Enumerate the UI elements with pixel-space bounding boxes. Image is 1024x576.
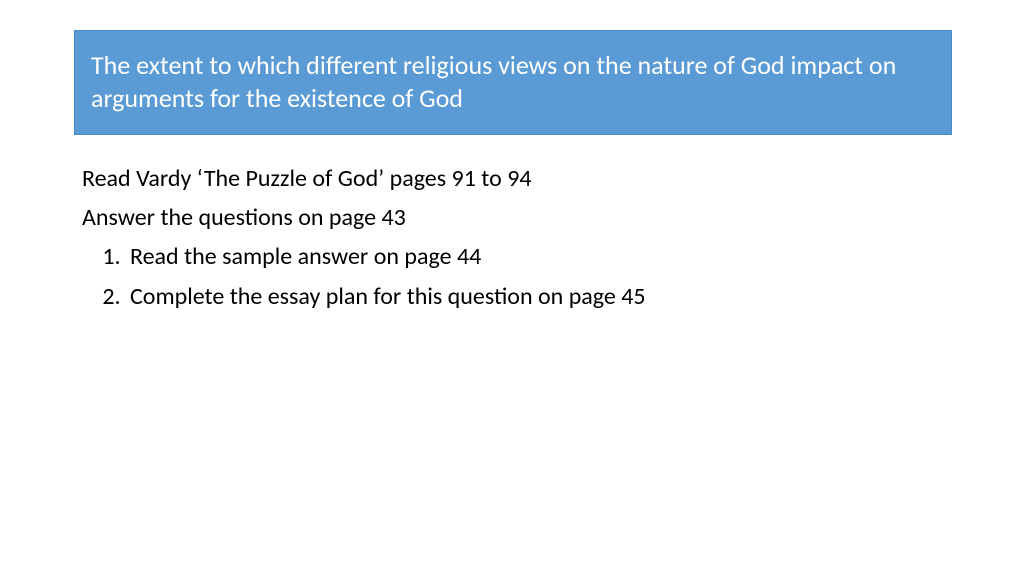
slide-body: Read Vardy ‘The Puzzle of God’ pages 91 … [82,160,952,317]
slide: The extent to which different religious … [0,0,1024,576]
list-item: Complete the essay plan for this questio… [126,278,952,315]
title-bar: The extent to which different religious … [74,30,952,135]
body-line-2: Answer the questions on page 43 [82,199,952,236]
numbered-list: Read the sample answer on page 44 Comple… [82,238,952,314]
list-item: Read the sample answer on page 44 [126,238,952,275]
body-line-1: Read Vardy ‘The Puzzle of God’ pages 91 … [82,160,952,197]
slide-title: The extent to which different religious … [91,49,935,114]
